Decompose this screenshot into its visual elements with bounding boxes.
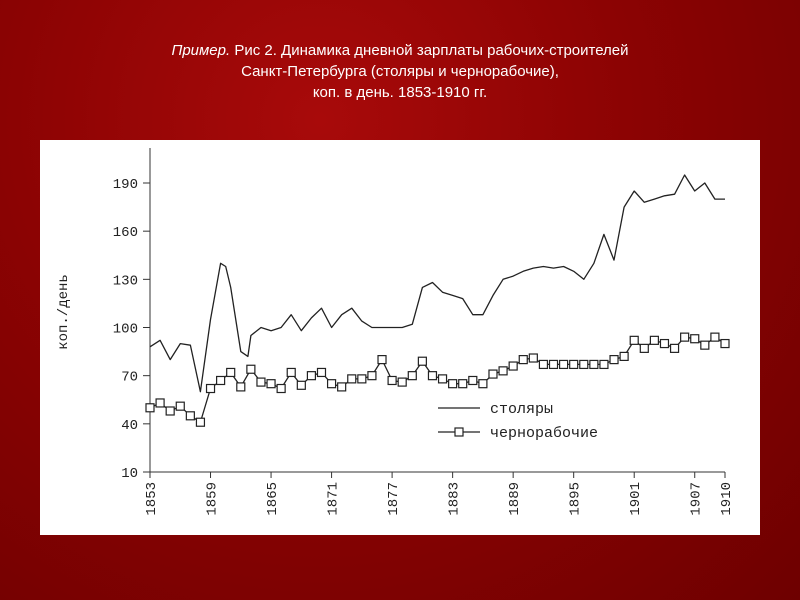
- data-point-marker: [448, 379, 458, 389]
- x-tick-label: 1910: [719, 482, 735, 516]
- data-point-marker: [659, 338, 670, 349]
- data-point-marker: [397, 377, 407, 387]
- data-point-marker: [175, 401, 185, 411]
- data-point-marker: [468, 375, 478, 386]
- caption-line-3: коп. в день. 1853-1910 гг.: [312, 84, 488, 101]
- data-point-marker: [579, 359, 589, 370]
- data-point-marker: [690, 334, 700, 344]
- data-point-marker: [639, 343, 649, 353]
- data-point-marker: [226, 367, 236, 378]
- y-tick-label: 160: [113, 225, 138, 241]
- data-point-marker: [407, 371, 417, 381]
- data-point-marker: [216, 375, 226, 386]
- data-point-marker: [236, 382, 246, 392]
- data-point-marker: [185, 411, 195, 421]
- data-point-marker: [599, 359, 609, 370]
- data-point-marker: [286, 367, 296, 378]
- data-point-marker: [387, 375, 397, 386]
- legend-label-1: столяры: [490, 401, 553, 418]
- data-point-marker: [347, 374, 357, 384]
- caption-line-1: Пример. Рис 2. Динамика дневной зарплаты…: [0, 40, 800, 61]
- caption-example-label: Пример.: [171, 42, 231, 59]
- data-point-marker: [508, 361, 518, 371]
- data-point-marker: [498, 366, 508, 376]
- x-tick-label: 1907: [689, 482, 705, 516]
- data-point-marker: [195, 417, 206, 427]
- data-point-marker: [669, 343, 680, 353]
- y-tick-label: 70: [121, 370, 138, 386]
- data-point-marker: [609, 355, 619, 365]
- legend-marker: [454, 427, 464, 437]
- data-point-marker: [306, 371, 317, 381]
- data-point-marker: [377, 355, 387, 365]
- y-tick-label: 100: [113, 322, 138, 338]
- data-point-marker: [266, 379, 276, 389]
- data-point-marker: [478, 379, 488, 389]
- data-point-marker: [649, 335, 659, 345]
- x-tick-label: 1865: [265, 482, 281, 516]
- data-point-marker: [326, 379, 337, 389]
- figure-caption: Пример. Рис 2. Динамика дневной зарплаты…: [0, 40, 800, 103]
- data-point-marker: [205, 383, 216, 394]
- y-tick-label: 190: [113, 177, 138, 193]
- data-point-marker: [246, 364, 256, 374]
- x-tick-label: 1883: [447, 482, 463, 516]
- data-point-marker: [569, 359, 579, 370]
- data-point-marker: [518, 355, 528, 365]
- data-point-marker: [145, 403, 155, 413]
- legend-label-2: чернорабочие: [490, 425, 598, 442]
- data-point-marker: [357, 374, 367, 384]
- data-point-marker: [437, 374, 448, 384]
- data-point-marker: [276, 383, 286, 394]
- x-tick-label: 1877: [386, 482, 402, 516]
- data-point-marker: [427, 371, 438, 381]
- data-point-marker: [528, 353, 538, 363]
- series-line-2: [149, 336, 726, 423]
- data-point-marker: [538, 359, 549, 370]
- data-point-marker: [700, 340, 710, 350]
- chart-panel: 10 40 70 100 130 160 190 1853 1859 1865 1871 1877 18…: [40, 140, 760, 535]
- series-line-1: [149, 174, 725, 393]
- x-tick-label: 1901: [628, 482, 644, 516]
- data-point-marker: [548, 359, 559, 370]
- data-point-marker: [619, 351, 629, 361]
- y-axis-label: коп./день: [56, 274, 72, 350]
- data-point-marker: [165, 406, 175, 416]
- data-point-marker: [589, 359, 599, 370]
- data-point-marker: [710, 332, 720, 342]
- wage-chart: 10 40 70 100 130 160 190 1853 1859 1865 1871 1877 18…: [56, 148, 735, 516]
- y-tick-label: 40: [121, 418, 138, 434]
- data-point-marker: [629, 335, 639, 345]
- data-point-marker: [488, 369, 498, 379]
- caption-title: Рис 2. Динамика дневной зарплаты рабочих…: [230, 42, 629, 59]
- x-tick-label: 1853: [144, 482, 160, 516]
- x-tick-label: 1871: [326, 482, 342, 516]
- x-tick-label: 1889: [507, 482, 523, 516]
- data-point-marker: [316, 367, 327, 378]
- data-point-marker: [367, 371, 377, 381]
- data-point-marker: [558, 359, 569, 370]
- data-point-marker: [256, 377, 266, 387]
- data-point-marker: [458, 379, 468, 389]
- data-point-marker: [720, 338, 730, 349]
- data-point-marker: [155, 398, 165, 408]
- data-point-marker: [337, 382, 347, 392]
- x-tick-label: 1895: [568, 482, 584, 516]
- data-point-marker: [417, 356, 427, 366]
- data-point-marker: [296, 380, 306, 390]
- x-tick-label: 1859: [205, 482, 221, 516]
- caption-line-2: Санкт-Петербурга (столяры и чернорабочие…: [241, 63, 559, 80]
- y-tick-label: 130: [113, 273, 138, 289]
- y-tick-label: 10: [121, 466, 138, 482]
- data-point-marker: [680, 332, 690, 342]
